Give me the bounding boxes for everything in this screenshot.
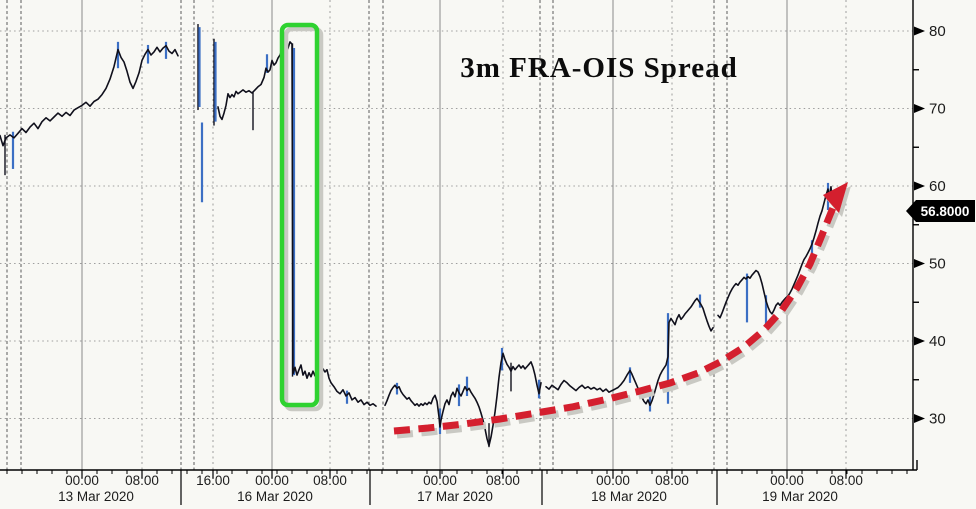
- x-time-label: 00:00: [65, 473, 99, 488]
- x-time-label: 00:00: [596, 473, 630, 488]
- trend-arrow-shadow-line: [396, 200, 844, 439]
- y-tick-label: 80: [929, 23, 946, 40]
- last-price-bubble-shape: [906, 200, 975, 222]
- y-tick-label: 30: [929, 411, 946, 428]
- price-line: [717, 186, 834, 319]
- trend-arrow-head-icon: [823, 182, 848, 213]
- x-date-label: 18 Mar 2020: [591, 489, 667, 504]
- price-line: [384, 352, 542, 447]
- x-time-label: 00:00: [770, 473, 804, 488]
- y-tick-arrow-icon: [914, 26, 925, 36]
- y-tick-label: 70: [929, 101, 946, 118]
- trend-arrow-line: [393, 196, 841, 435]
- highlight-box-shadow: [283, 26, 324, 412]
- last-price-label: 56.8000: [921, 204, 970, 219]
- x-time-label: 16:00: [196, 473, 230, 488]
- x-time-label: 08:00: [655, 473, 689, 488]
- price-line: [0, 44, 179, 147]
- x-date-label: 19 Mar 2020: [762, 489, 838, 504]
- y-tick-arrow-icon: [914, 181, 925, 191]
- axis-layer: [0, 0, 925, 505]
- grid-layer: [0, 0, 913, 470]
- y-tick-arrow-icon: [914, 259, 925, 268]
- y-tick-label: 60: [929, 178, 946, 195]
- y-tick-label: 50: [929, 256, 946, 273]
- x-time-label: 00:00: [255, 473, 289, 488]
- price-line: [545, 297, 714, 407]
- x-time-label: 08:00: [486, 473, 520, 488]
- highlight-box: [279, 22, 320, 408]
- y-tick-label: 40: [929, 333, 946, 350]
- price-series-layer: [0, 24, 834, 448]
- chart-title: 3m FRA-OIS Spread: [460, 52, 738, 84]
- x-time-label: 08:00: [313, 473, 347, 488]
- y-tick-arrow-icon: [914, 336, 925, 346]
- y-tick-arrow-icon: [914, 104, 925, 113]
- x-time-label: 08:00: [125, 473, 159, 488]
- x-time-label: 00:00: [423, 473, 457, 488]
- x-date-label: 16 Mar 2020: [237, 489, 313, 504]
- last-price-bubble: 56.8000: [906, 200, 975, 222]
- x-time-label: 08:00: [829, 473, 863, 488]
- price-line: [217, 41, 377, 407]
- y-tick-arrow-icon: [914, 414, 925, 423]
- x-date-label: 13 Mar 2020: [58, 489, 134, 504]
- x-date-label: 17 Mar 2020: [417, 489, 493, 504]
- annotation-layer: [279, 22, 851, 439]
